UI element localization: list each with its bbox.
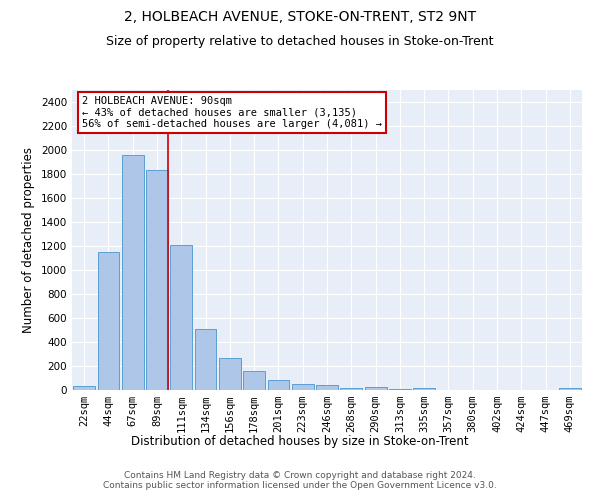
Bar: [122, 155, 143, 390]
Bar: [219, 358, 241, 390]
Bar: [292, 384, 314, 390]
Text: 2 HOLBEACH AVENUE: 90sqm
← 43% of detached houses are smaller (3,135)
56% of sem: 2 HOLBEACH AVENUE: 90sqm ← 43% of detach…: [82, 96, 382, 129]
Bar: [559, 388, 581, 390]
Bar: [73, 386, 95, 390]
Text: Size of property relative to detached houses in Stoke-on-Trent: Size of property relative to detached ho…: [106, 35, 494, 48]
Bar: [243, 372, 265, 390]
Y-axis label: Number of detached properties: Number of detached properties: [22, 147, 35, 333]
Bar: [170, 245, 192, 390]
Bar: [97, 252, 119, 390]
Text: Distribution of detached houses by size in Stoke-on-Trent: Distribution of detached houses by size …: [131, 435, 469, 448]
Bar: [268, 380, 289, 390]
Bar: [146, 170, 168, 390]
Bar: [389, 388, 411, 390]
Bar: [365, 387, 386, 390]
Bar: [413, 388, 435, 390]
Bar: [316, 385, 338, 390]
Text: 2, HOLBEACH AVENUE, STOKE-ON-TRENT, ST2 9NT: 2, HOLBEACH AVENUE, STOKE-ON-TRENT, ST2 …: [124, 10, 476, 24]
Bar: [340, 388, 362, 390]
Text: Contains HM Land Registry data © Crown copyright and database right 2024.
Contai: Contains HM Land Registry data © Crown c…: [103, 470, 497, 490]
Bar: [194, 329, 217, 390]
